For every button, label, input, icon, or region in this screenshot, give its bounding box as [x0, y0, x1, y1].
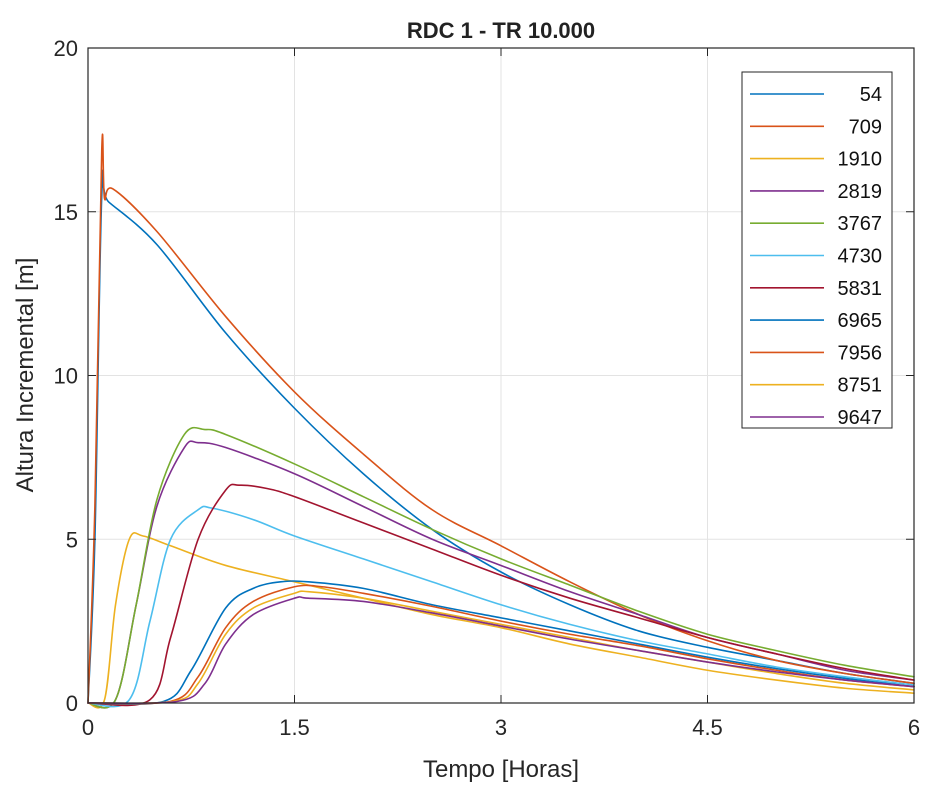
series-line-9647	[87, 596, 915, 705]
y-tick-label: 10	[54, 364, 78, 389]
legend-label: 2819	[838, 181, 883, 203]
series-line-5831	[87, 483, 915, 707]
series-line-709	[87, 133, 915, 704]
y-tick-label: 5	[66, 527, 78, 552]
x-tick-label: 1.5	[279, 715, 310, 740]
series-line-6965	[87, 580, 915, 706]
series-line-7956	[87, 584, 915, 705]
series-line-3767	[87, 426, 915, 709]
series-layer	[87, 133, 915, 709]
legend-label: 54	[860, 84, 882, 106]
legend-label: 8751	[838, 375, 883, 397]
chart-title: RDC 1 - TR 10.000	[407, 18, 595, 43]
legend-label: 4730	[838, 246, 883, 268]
x-tick-label: 6	[908, 715, 920, 740]
y-axis-label: Altura Incremental [m]	[12, 258, 39, 493]
axis-ticks: 0 1.5 3 4.5 6 0 5 10 15 20	[54, 36, 921, 740]
legend-box	[741, 71, 893, 429]
series-line-8751	[87, 590, 915, 705]
legend-label: 1910	[838, 149, 883, 171]
y-tick-label: 0	[66, 691, 78, 716]
legend-label: 6965	[838, 310, 883, 332]
legend-label: 709	[849, 116, 882, 138]
y-tick-label: 20	[54, 36, 78, 61]
legend-label: 9647	[838, 407, 883, 429]
x-tick-label: 3	[495, 715, 507, 740]
series-line-4730	[87, 505, 915, 708]
legend-label: 3767	[838, 213, 883, 235]
y-tick-label: 15	[54, 200, 78, 225]
x-tick-label: 4.5	[692, 715, 723, 740]
x-tick-label: 0	[82, 715, 94, 740]
x-axis-label: Tempo [Horas]	[423, 756, 579, 783]
legend-label: 5831	[838, 278, 883, 300]
legend-label: 7956	[838, 342, 883, 364]
legend: 54 709 1910 2819 3767 4730 5831 6965 7956 8751 964…	[741, 71, 893, 429]
